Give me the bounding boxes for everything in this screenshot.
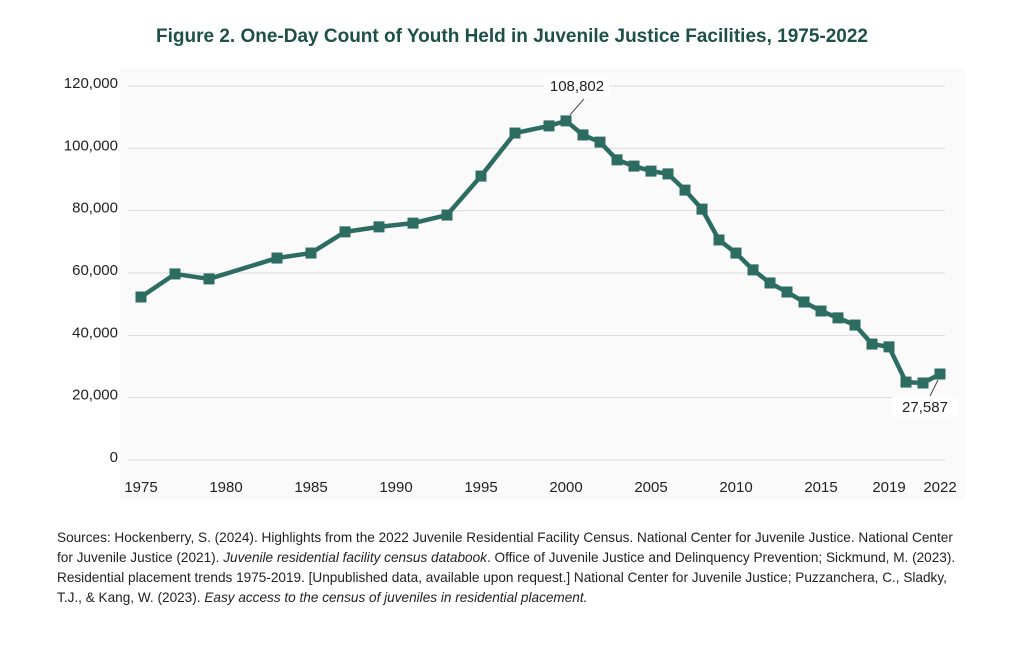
annotation-leader [569,98,585,116]
sources: Sources: Hockenberry, S. (2024). Highlig… [57,528,972,608]
x-tick-label: 1995 [464,479,497,496]
x-tick-label: 2015 [804,479,837,496]
data-point [662,168,674,180]
x-tick-label: 1985 [294,479,327,496]
data-point [934,368,946,380]
y-tick-label: 0 [110,449,118,466]
data-point [849,319,861,331]
y-tick-label: 60,000 [72,262,118,279]
y-tick-label: 100,000 [64,137,118,154]
data-point [696,203,708,215]
data-point [679,184,691,196]
y-tick-label: 20,000 [72,387,118,404]
y-tick-label: 40,000 [72,324,118,341]
annotation-leader [929,379,939,397]
source-text: Easy access to the census of juveniles i… [204,590,588,605]
plot-background [120,68,965,500]
x-tick-label: 1990 [379,479,412,496]
data-point [730,247,742,259]
y-tick-label: 80,000 [72,200,118,217]
data-point [203,273,215,285]
x-tick-label: 2019 [872,479,905,496]
data-point [883,341,895,353]
source-text: . Office of Juvenile Justice and Delinqu… [57,550,956,605]
data-point [832,312,844,324]
x-tick-label: 1975 [124,479,157,496]
data-point [917,377,929,389]
data-point [815,305,827,317]
data-point [560,115,572,127]
data-point [475,170,487,182]
data-point [305,247,317,259]
data-point [373,221,385,233]
y-tick-label: 120,000 [64,75,118,92]
data-point [781,286,793,298]
data-point [577,129,589,141]
data-point [509,127,521,139]
chart: Figure 2. One-Day Count of Youth Held in… [63,26,965,500]
data-point [594,136,606,148]
data-point [543,120,555,132]
data-label: 108,802 [550,78,604,95]
annotation-bg [892,397,958,418]
data-point [645,165,657,177]
source-text: Sources: Hockenberry, S. (2024). Highlig… [57,530,953,565]
data-point [628,160,640,172]
data-point [271,252,283,264]
data-label: 27,587 [902,399,948,416]
x-tick-label: 1980 [209,479,242,496]
data-point [339,226,351,238]
data-point [747,264,759,276]
x-tick-label: 2010 [719,479,752,496]
data-point [611,154,623,166]
data-point [169,268,181,280]
x-tick-label: 2005 [634,479,667,496]
x-tick-label: 2022 [923,479,956,496]
data-point [407,217,419,229]
data-point [135,291,147,303]
annotation-bg [544,76,610,97]
chart-title: Figure 2. One-Day Count of Youth Held in… [156,26,868,47]
source-text: Juvenile residential facility census dat… [223,550,487,565]
data-point [900,376,912,388]
data-point [764,277,776,289]
data-point [866,338,878,350]
data-point [441,209,453,221]
data-point [798,296,810,308]
x-tick-label: 2000 [549,479,582,496]
data-point [713,234,725,246]
